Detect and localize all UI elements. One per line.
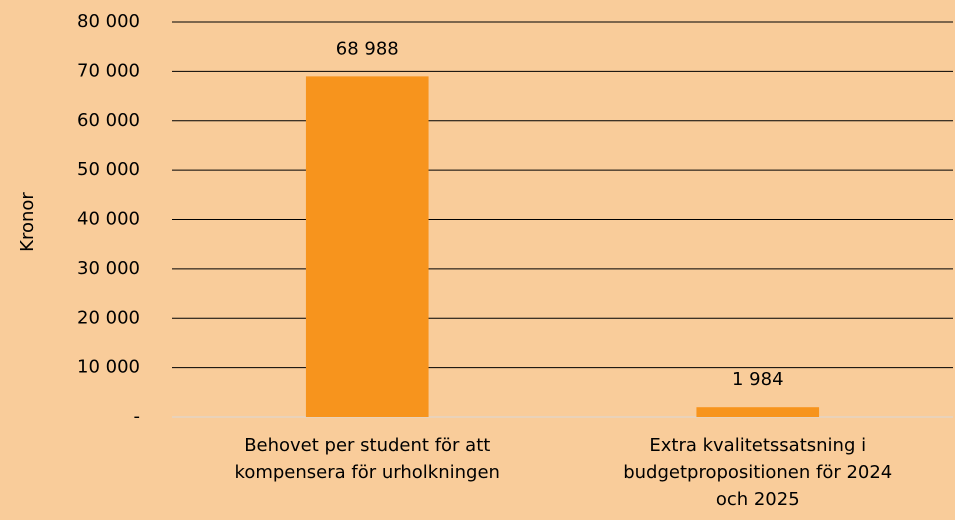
- x-tick-label: och 2025: [716, 489, 800, 510]
- x-tick-label: budgetpropositionen för 2024: [623, 462, 892, 483]
- y-tick-label: 50 000: [77, 159, 140, 180]
- x-tick-label: Behovet per student för att: [244, 435, 490, 456]
- bar: [305, 76, 429, 417]
- y-tick-label: 20 000: [77, 307, 140, 328]
- y-tick-label: 10 000: [77, 357, 140, 378]
- y-tick-label: 30 000: [77, 258, 140, 279]
- value-label: 68 988: [336, 38, 399, 59]
- x-tick-label: kompensera för urholkningen: [235, 462, 500, 483]
- y-tick-label: 80 000: [77, 11, 140, 32]
- bar: [696, 407, 820, 417]
- x-tick-label: Extra kvalitetssatsning i: [649, 435, 866, 456]
- y-tick-label: 60 000: [77, 110, 140, 131]
- y-tick-label: 70 000: [77, 60, 140, 81]
- value-label: 1 984: [732, 369, 784, 390]
- y-tick-label: -: [134, 406, 141, 427]
- y-tick-label: 40 000: [77, 209, 140, 230]
- y-axis-label: Kronor: [17, 192, 38, 252]
